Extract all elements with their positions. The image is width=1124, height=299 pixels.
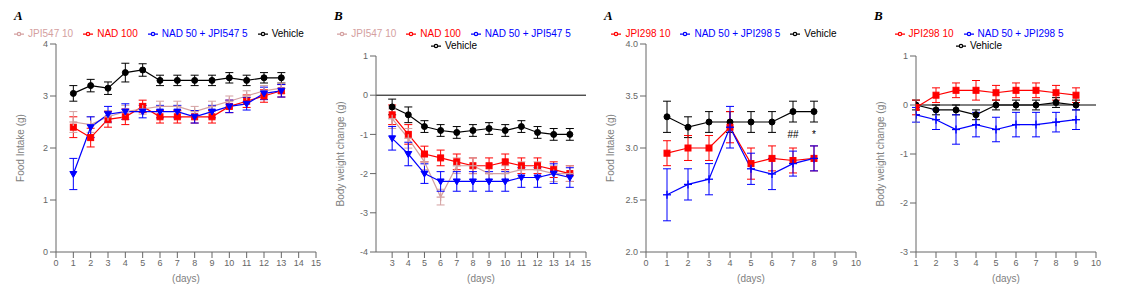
svg-text:Body weight change (g): Body weight change (g) [875,101,886,206]
svg-text:3: 3 [105,258,110,268]
svg-text:1: 1 [664,258,669,268]
svg-text:9: 9 [832,258,837,268]
svg-text:0: 0 [43,247,48,257]
svg-text:10: 10 [500,258,510,268]
svg-text:3: 3 [706,258,711,268]
html-text:JPI547 10: JPI547 10 [28,28,74,39]
html-text:NAD 50 + JPI547 5: NAD 50 + JPI547 5 [484,28,571,39]
svg-text:12: 12 [259,258,269,268]
svg-text:13: 13 [276,258,286,268]
svg-text:8: 8 [811,258,816,268]
html-text:A: A [14,8,23,23]
html-text:B: B [334,8,343,23]
svg-text:4: 4 [406,258,411,268]
svg-text:10: 10 [1091,258,1101,268]
svg-text:-3: -3 [900,247,908,257]
svg-text:7: 7 [175,258,180,268]
svg-text:##: ## [787,129,799,140]
svg-text:5: 5 [422,258,427,268]
svg-text:3: 3 [43,91,48,101]
svg-text:6: 6 [438,258,443,268]
svg-text:7: 7 [454,258,459,268]
html-text:NAD 100: NAD 100 [97,28,138,39]
html-text:A: A [604,8,613,23]
svg-text:4: 4 [973,258,978,268]
html-text:JPI298 10: JPI298 10 [908,28,954,39]
svg-text:8: 8 [1053,258,1058,268]
svg-text:6: 6 [1013,258,1018,268]
svg-text:4: 4 [123,258,128,268]
svg-text:0: 0 [903,100,908,110]
svg-text:-2: -2 [360,169,368,179]
svg-text:5: 5 [748,258,753,268]
svg-text:14: 14 [565,258,575,268]
svg-text:3: 3 [390,258,395,268]
svg-text:11: 11 [517,258,526,268]
svg-text:12: 12 [533,258,543,268]
svg-text:3: 3 [953,258,958,268]
html-text:NAD 50 + JPI298 5: NAD 50 + JPI298 5 [977,28,1064,39]
svg-text:2: 2 [685,258,690,268]
svg-text:1: 1 [903,51,908,61]
svg-text:-1: -1 [360,130,368,140]
svg-text:1: 1 [913,258,918,268]
html-text:JPI298 10: JPI298 10 [625,28,671,39]
html-text:Vehicle: Vehicle [271,28,304,39]
html-text:NAD 50 + JPI298 5: NAD 50 + JPI298 5 [694,28,781,39]
svg-text:2.0: 2.0 [625,247,638,257]
svg-text:*: * [812,129,816,140]
svg-text:11: 11 [242,258,251,268]
svg-text:10: 10 [851,258,861,268]
svg-text:-4: -4 [360,247,368,257]
html-text:B: B [874,8,883,23]
svg-text:2: 2 [933,258,938,268]
svg-text:9: 9 [209,258,214,268]
svg-text:4.0: 4.0 [625,39,638,49]
html-text:NAD 50 + JPI547 5: NAD 50 + JPI547 5 [161,28,248,39]
html-text:NAD 100: NAD 100 [420,28,461,39]
svg-text:6: 6 [157,258,162,268]
html-text:Vehicle: Vehicle [444,40,478,51]
svg-text:-1: -1 [900,149,908,159]
html-text:Vehicle: Vehicle [969,40,1003,51]
svg-text:(days): (days) [467,273,495,284]
svg-text:9: 9 [487,258,492,268]
svg-text:-2: -2 [900,198,908,208]
svg-text:5: 5 [993,258,998,268]
svg-text:3.5: 3.5 [625,91,638,101]
svg-text:5: 5 [140,258,145,268]
svg-text:0: 0 [643,258,648,268]
svg-text:2: 2 [43,143,48,153]
svg-text:Food Intake (g): Food Intake (g) [15,114,26,182]
svg-text:3.0: 3.0 [625,143,638,153]
svg-text:1: 1 [71,258,76,268]
svg-text:10: 10 [224,258,234,268]
svg-text:(days): (days) [737,273,765,284]
svg-text:4: 4 [43,39,48,49]
svg-text:8: 8 [192,258,197,268]
svg-text:0: 0 [53,258,58,268]
svg-text:7: 7 [790,258,795,268]
svg-text:(days): (days) [172,273,200,284]
svg-text:4: 4 [727,258,732,268]
svg-text:0: 0 [363,90,368,100]
svg-text:6: 6 [769,258,774,268]
svg-text:15: 15 [311,258,321,268]
svg-text:Body weight change (g): Body weight change (g) [335,101,346,206]
svg-text:1: 1 [363,51,368,61]
svg-text:7: 7 [1033,258,1038,268]
html-text:JPI547 10: JPI547 10 [351,28,397,39]
svg-text:(days): (days) [992,273,1020,284]
svg-text:8: 8 [470,258,475,268]
svg-text:9: 9 [1073,258,1078,268]
svg-text:13: 13 [549,258,559,268]
svg-text:Food Intake (g): Food Intake (g) [605,114,616,182]
svg-text:2.5: 2.5 [625,195,638,205]
svg-text:14: 14 [294,258,304,268]
svg-text:2: 2 [88,258,93,268]
svg-text:1: 1 [43,195,48,205]
svg-text:-3: -3 [360,208,368,218]
svg-text:15: 15 [581,258,591,268]
html-text:Vehicle: Vehicle [804,28,837,39]
